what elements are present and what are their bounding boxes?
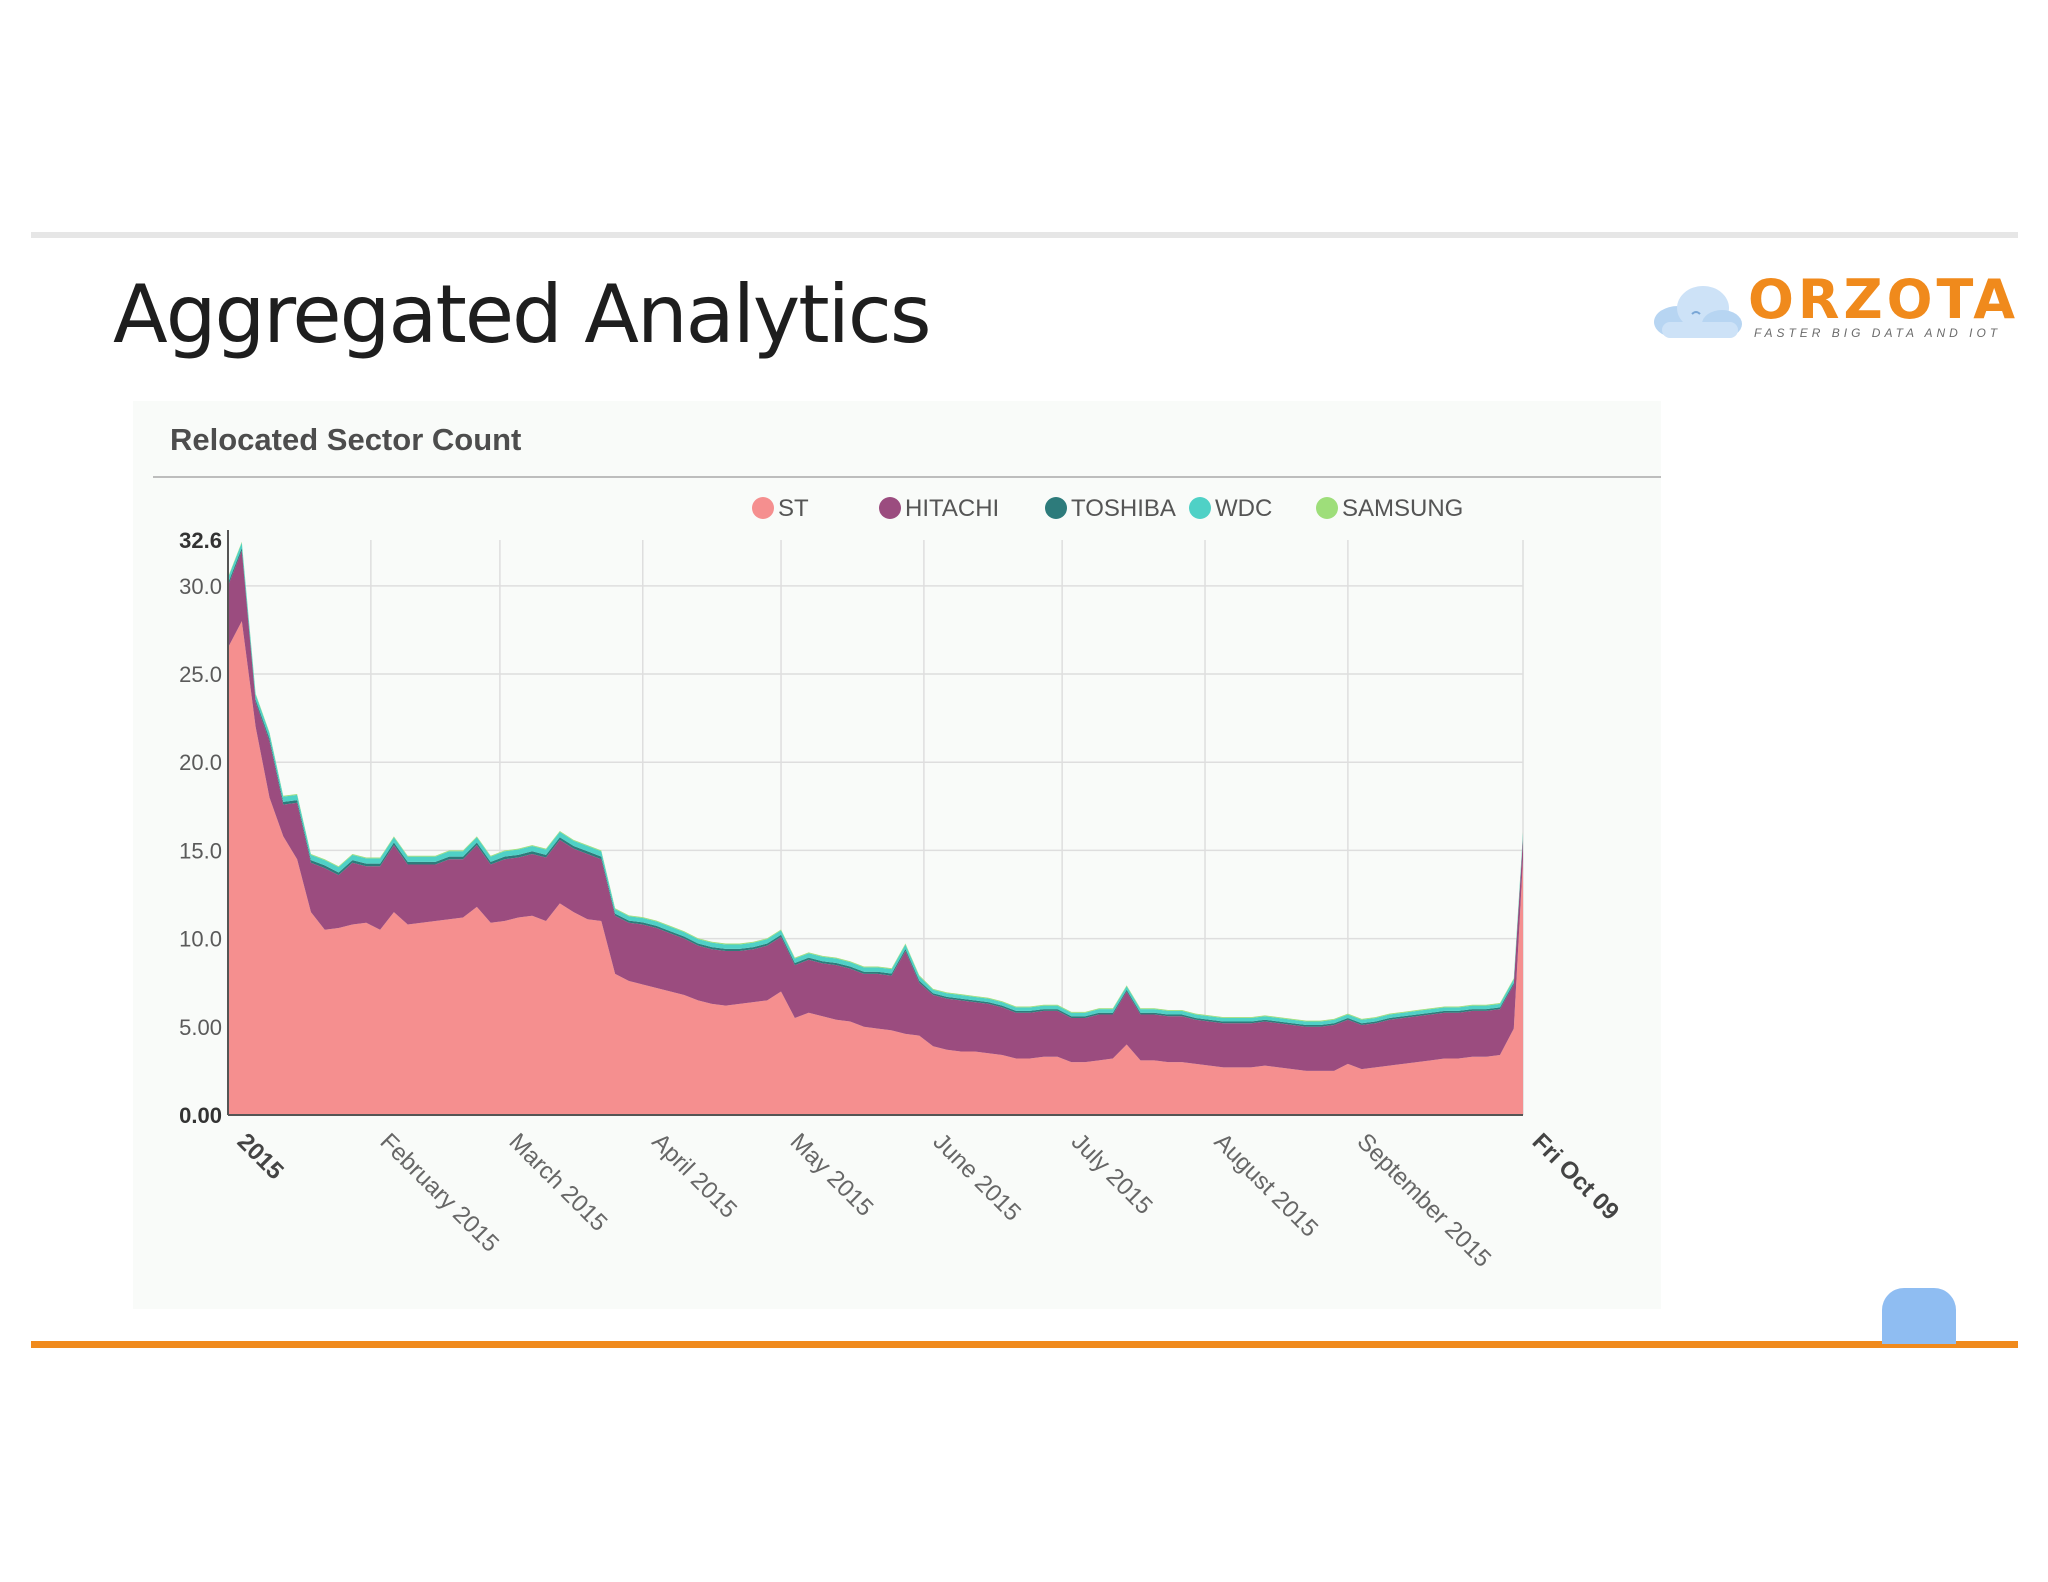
- y-tick-label: 25.0: [179, 662, 222, 687]
- legend-label-toshiba: TOSHIBA: [1071, 495, 1176, 522]
- y-tick-label: 15.0: [179, 838, 222, 863]
- legend-swatch-st: [752, 497, 774, 519]
- chart-panel: Relocated Sector Count 32.6 30.0 25.0 20.0 1…: [133, 401, 1661, 1309]
- stacked-areas: [228, 541, 1523, 1115]
- legend-swatch-samsung: [1316, 497, 1338, 519]
- header-divider: [31, 232, 2018, 238]
- cloud-icon: [1654, 286, 1742, 338]
- footer-divider: [31, 1341, 2018, 1348]
- corner-tab: [1882, 1288, 1956, 1344]
- y-tick-label: 5.00: [179, 1015, 222, 1040]
- x-tick-label: February 2015: [375, 1128, 504, 1257]
- legend-swatch-hitachi: [879, 497, 901, 519]
- area-st: [228, 621, 1523, 1115]
- legend-label-hitachi: HITACHI: [905, 495, 999, 522]
- x-tick-label: March 2015: [504, 1128, 613, 1237]
- legend: ST HITACHI TOSHIBA WDC SAMSUNG: [752, 495, 1463, 522]
- y-tick-label: 0.00: [179, 1103, 222, 1128]
- x-tick-label: April 2015: [647, 1128, 743, 1224]
- legend-label-samsung: SAMSUNG: [1342, 495, 1463, 522]
- orzota-logo: ORZOTA FASTER BIG DATA AND IOT: [1648, 268, 2015, 348]
- relocated-sector-chart: Relocated Sector Count 32.6 30.0 25.0 20.0 1…: [153, 422, 1661, 1273]
- x-tick-label: September 2015: [1352, 1128, 1497, 1273]
- logo-tagline: FASTER BIG DATA AND IOT: [1754, 326, 2002, 340]
- legend-swatch-wdc: [1189, 497, 1211, 519]
- x-tick-label: July 2015: [1066, 1128, 1158, 1220]
- x-tick-label: 2015: [232, 1128, 289, 1185]
- y-tick-label: 10.0: [179, 927, 222, 952]
- legend-label-wdc: WDC: [1215, 495, 1272, 522]
- slide-title: Aggregated Analytics: [113, 268, 932, 361]
- legend-swatch-toshiba: [1045, 497, 1067, 519]
- chart-title: Relocated Sector Count: [170, 422, 521, 457]
- y-tick-label: 32.6: [179, 528, 222, 553]
- x-tick-label: June 2015: [928, 1128, 1026, 1226]
- x-tick-label: Fri Oct 09: [1527, 1128, 1624, 1225]
- y-tick-label: 20.0: [179, 750, 222, 775]
- y-tick-label: 30.0: [179, 574, 222, 599]
- x-tick-label: May 2015: [785, 1128, 879, 1222]
- x-tick-label: August 2015: [1209, 1128, 1323, 1242]
- legend-label-st: ST: [778, 495, 809, 522]
- logo-wordmark: ORZOTA: [1748, 268, 2019, 331]
